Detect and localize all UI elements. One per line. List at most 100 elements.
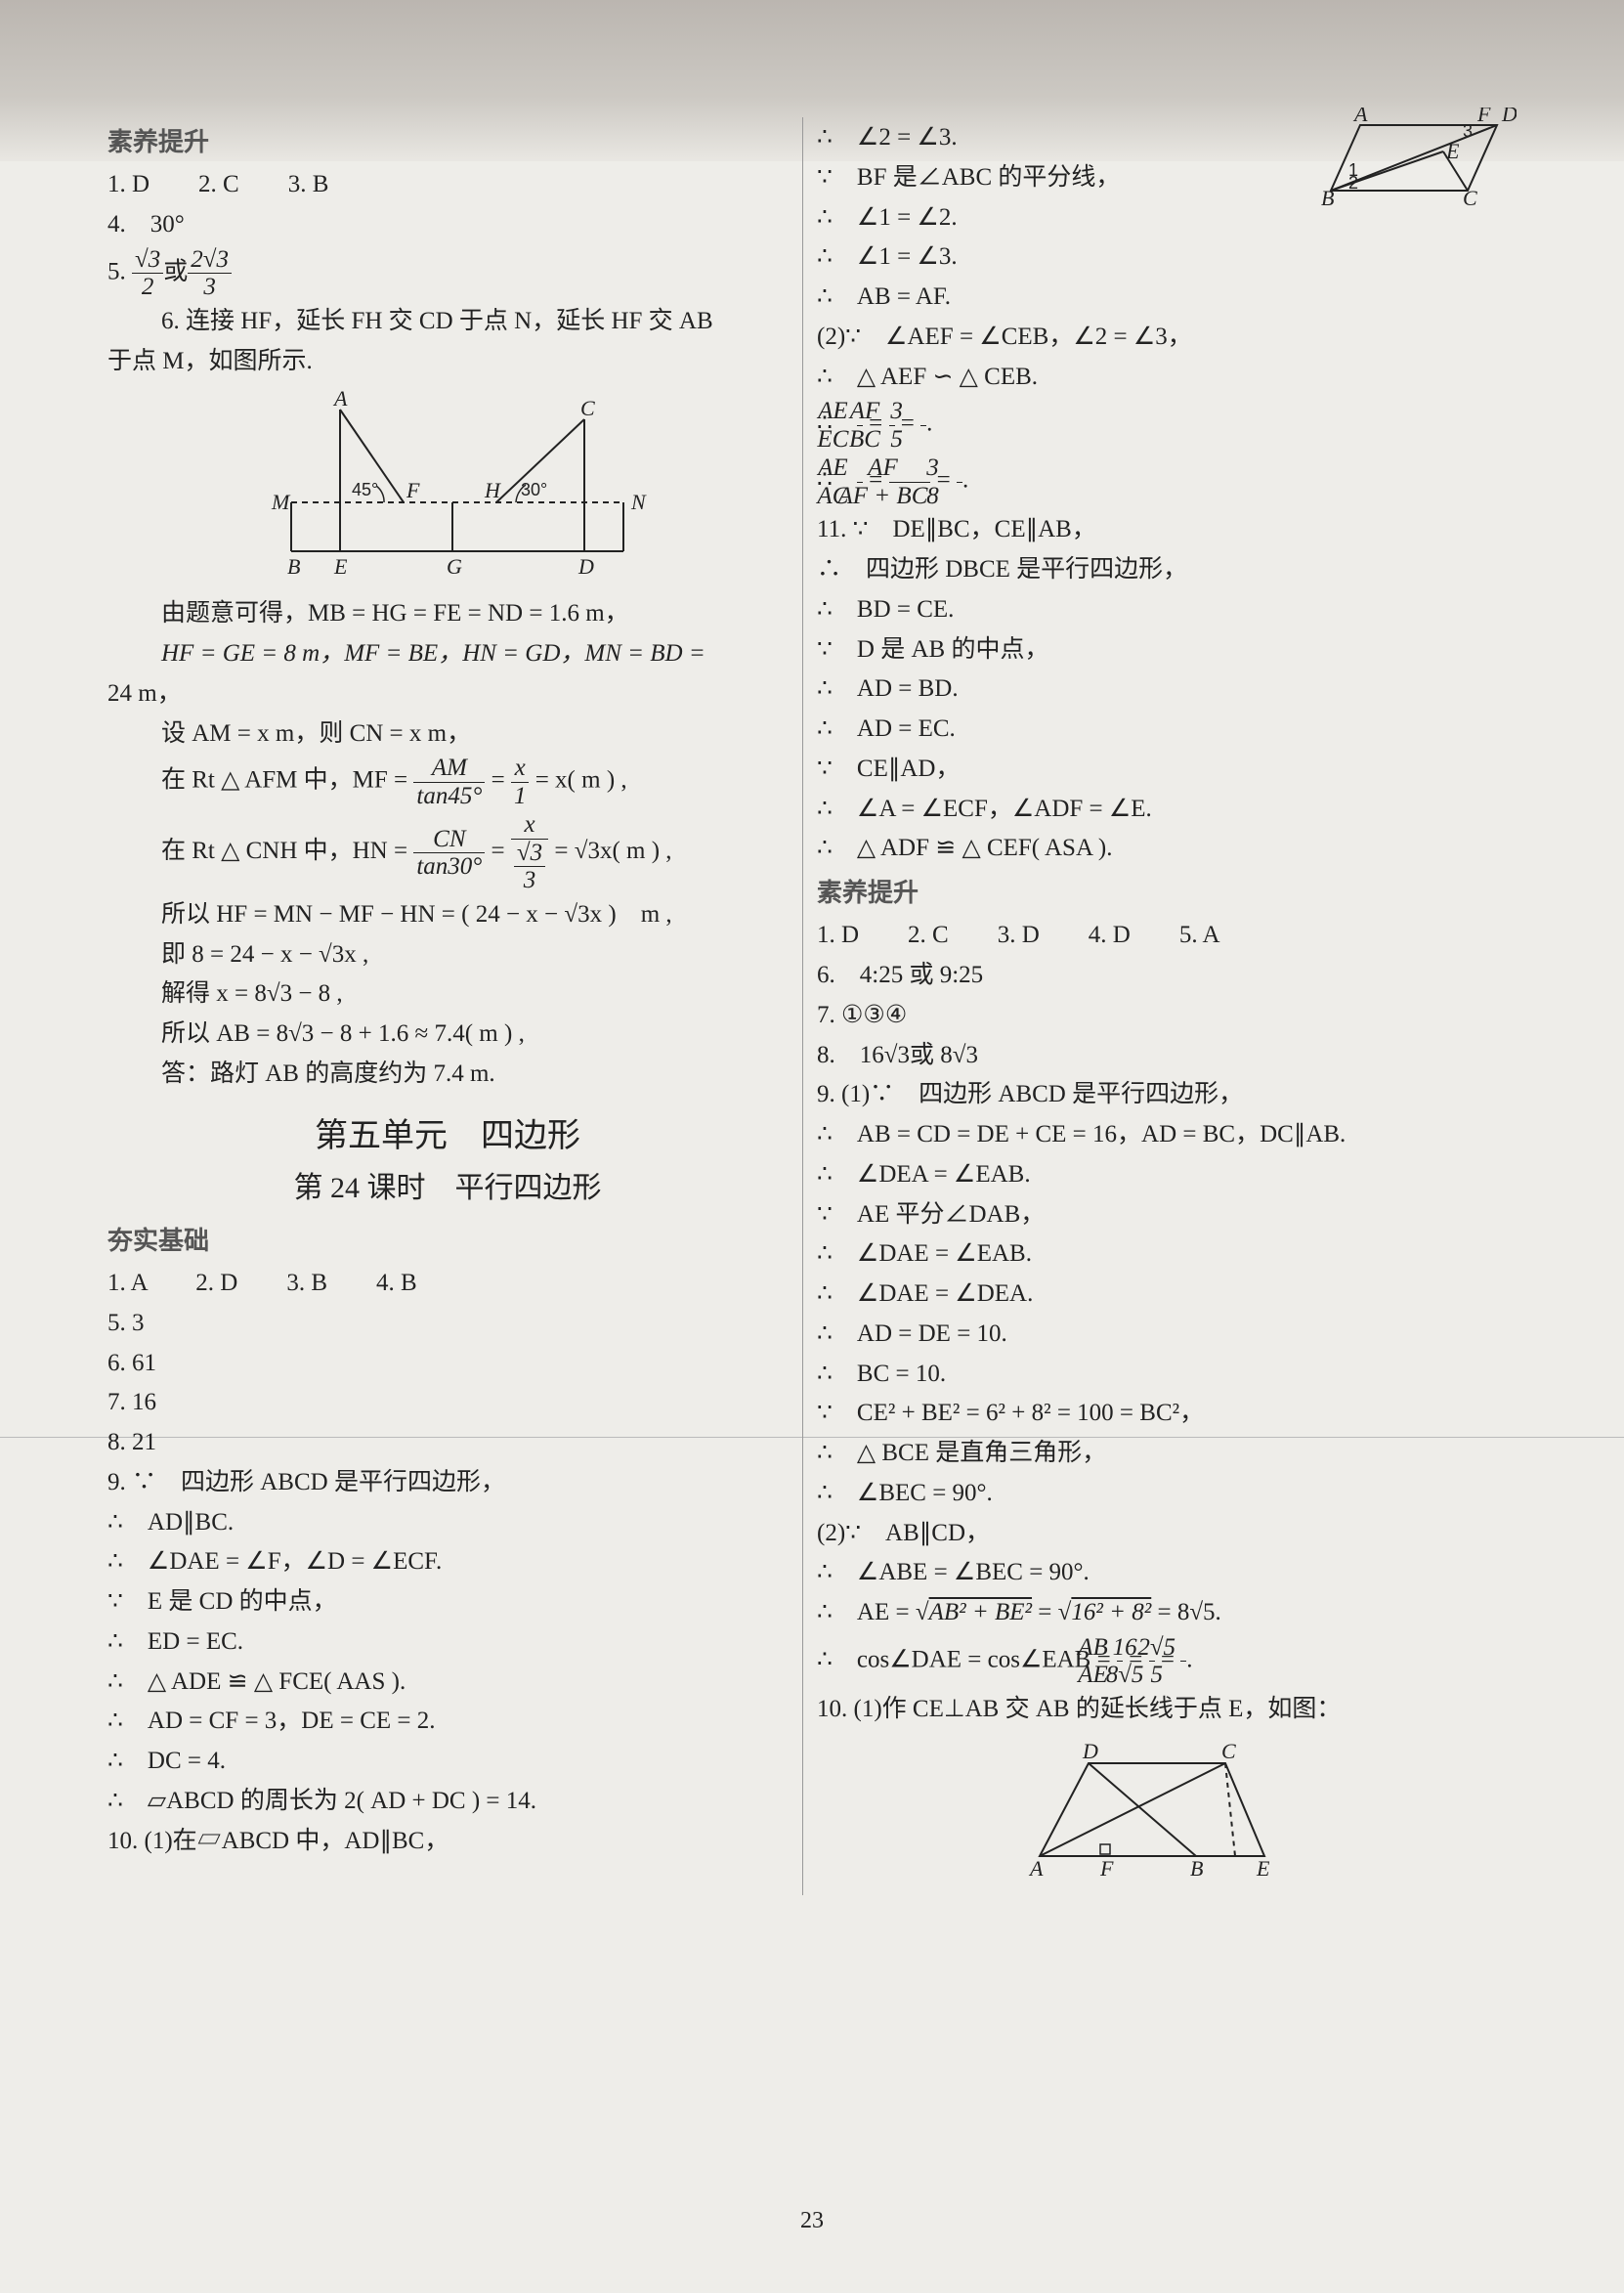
proof-line: ∵ CE² + BE² = 6² + 8² = 100 = BC²，	[817, 1395, 1497, 1433]
proof-line: ∴ AE = √AB² + BE² = √16² + 8² = 8√5.	[817, 1594, 1497, 1632]
answer-line: 8. 16√3或 8√3	[817, 1037, 1497, 1075]
solution-line: 由题意可得，MB = HG = FE = ND = 1.6 m，	[107, 595, 788, 633]
label: =	[485, 838, 511, 864]
proof-line: 10. (1)作 CE⊥AB 交 AB 的延长线于点 E，如图：	[817, 1691, 1497, 1729]
frac-num: AM	[413, 755, 485, 783]
figure-angle-label: 2	[1348, 173, 1358, 193]
figure-label: A	[1028, 1856, 1044, 1881]
label: = x( m ) ,	[529, 767, 626, 794]
proof-line: ∴ ∠DEA = ∠EAB.	[817, 1156, 1497, 1194]
answer-line: 7. 16	[107, 1384, 788, 1422]
figure-label: F	[1099, 1856, 1114, 1881]
proof-line: ∴ AD = CF = 3，DE = CE = 2.	[107, 1703, 788, 1741]
solution-line: 答：路灯 AB 的高度约为 7.4 m.	[107, 1056, 788, 1094]
figure-label: F	[406, 478, 420, 502]
label: .	[926, 411, 932, 437]
frac-num: √3	[514, 840, 545, 868]
label: 在 Rt △ AFM 中，MF =	[161, 767, 413, 794]
answer-line: 1. D 2. C 3. D 4. D 5. A	[817, 917, 1497, 955]
proof-line: ∴ AB = CD = DE + CE = 16，AD = BC，DC∥AB.	[817, 1116, 1497, 1154]
label: = √3x( m ) ,	[548, 838, 671, 864]
solution-line: 在 Rt △ CNH 中，HN = CNtan30° = x√33 = √3x(…	[107, 811, 788, 894]
proof-line: 10. (1)在▱ABCD 中，AD∥BC，	[107, 1823, 788, 1861]
solution-line: 设 AM = x m，则 CN = x m，	[107, 715, 788, 754]
figure-label: M	[271, 490, 291, 514]
figure-label: E	[1256, 1856, 1270, 1881]
label: 5.	[107, 259, 132, 285]
frac-den: 2	[132, 274, 163, 301]
frac-num: x	[511, 811, 548, 840]
column-divider	[802, 117, 803, 1895]
proof-line: ∵ D 是 AB 的中点，	[817, 631, 1497, 670]
left-column: 素养提升 1. D 2. C 3. B 4. 30° 5. √32或2√33 6…	[107, 117, 788, 1895]
solution-line: 6. 连接 HF，延长 FH 交 CD 于点 N，延长 HF 交 AB	[107, 303, 788, 341]
figure-label: C	[1221, 1739, 1236, 1763]
answer-line: 4. 30°	[107, 206, 788, 244]
frac-den: 3	[188, 274, 232, 301]
section-heading: 夯实基础	[107, 1222, 788, 1261]
answer-line: 1. A 2. D 3. B 4. B	[107, 1265, 788, 1303]
proof-line: (2)∵ ∠AEF = ∠CEB，∠2 = ∠3，	[817, 319, 1497, 357]
proof-line: ∴ AD = BD.	[817, 671, 1497, 709]
figure-label: B	[1190, 1856, 1203, 1881]
proof-line: ∴ BC = 10.	[817, 1356, 1497, 1394]
proof-line: ∴ △ AEF ∽ △ CEB.	[817, 359, 1497, 397]
label: ∴ AE =	[817, 1599, 916, 1625]
right-column: A F D B C E 1 2 3 ∴ ∠2 = ∠3. ∵ BF 是∠ABC …	[817, 117, 1497, 1895]
label: .	[962, 467, 968, 494]
figure-label: B	[287, 554, 300, 579]
answer-line: 6. 61	[107, 1345, 788, 1383]
unit-title: 第五单元 四边形	[107, 1111, 788, 1163]
proof-line: 9. (1)∵ 四边形 ABCD 是平行四边形，	[817, 1076, 1497, 1114]
proof-line: ∴ ∠1 = ∠3.	[817, 238, 1497, 277]
figure-angle-label: 30°	[521, 480, 547, 499]
label: 或	[163, 259, 188, 285]
geometry-figure-3: D C A F B E	[1010, 1739, 1303, 1885]
label: =	[485, 767, 511, 794]
figure-label: C	[1463, 186, 1477, 210]
proof-line: ∴ AD = DE = 10.	[817, 1316, 1497, 1354]
proof-line: ∴ AD = EC.	[817, 711, 1497, 749]
answer-line: 1. D 2. C 3. B	[107, 166, 788, 204]
frac-num: √3	[132, 246, 163, 275]
proof-line: ∴ AEAC = AFAF + BC = 38.	[817, 454, 1497, 509]
figure-label: D	[1501, 108, 1517, 126]
figure-angle-label: 45°	[352, 480, 378, 499]
solution-line: 在 Rt △ AFM 中，MF = AMtan45° = x1 = x( m )…	[107, 755, 788, 809]
proof-line: ∵ E 是 CD 的中点，	[107, 1583, 788, 1622]
proof-line: ∴ ED = EC.	[107, 1623, 788, 1662]
figure-angle-label: 3	[1463, 121, 1473, 141]
proof-line: ∴ ∠BEC = 90°.	[817, 1475, 1497, 1513]
math-text: HF = GE = 8 m，MF = BE，HN = GD，MN = BD =	[161, 640, 705, 667]
figure-label: H	[484, 478, 501, 502]
geometry-figure-1: A C M N B E G D F H 45° 30°	[233, 390, 662, 585]
proof-line: ∴ ▱ABCD 的周长为 2( AD + DC ) = 14.	[107, 1783, 788, 1821]
solution-line: 解得 x = 8√3 − 8 ,	[107, 975, 788, 1014]
answer-line: 5. √32或2√33	[107, 246, 788, 301]
proof-line: ∴ cos∠DAE = cos∠EAB = ABAE = 168√5 = 2√5…	[817, 1634, 1497, 1689]
solution-line: 24 m，	[107, 675, 788, 714]
solution-line: 即 8 = 24 − x − √3x ,	[107, 936, 788, 974]
proof-line: ∴ 四边形 DBCE 是平行四边形，	[817, 551, 1497, 589]
frac-den: √33	[511, 840, 548, 894]
proof-line: ∴ ∠DAE = ∠DEA.	[817, 1276, 1497, 1314]
label: ∴ cos∠DAE = cos∠EAB =	[817, 1647, 1117, 1673]
answer-line: 7. ①③④	[817, 997, 1497, 1035]
solution-line: 于点 M，如图所示.	[107, 343, 788, 381]
frac-den: tan30°	[413, 853, 485, 881]
proof-line: ∴ ∠DAE = ∠EAB.	[817, 1235, 1497, 1274]
figure-label: A	[1352, 108, 1368, 126]
figure-label: N	[630, 490, 647, 514]
frac-den: 1	[511, 783, 530, 810]
figure-label: B	[1321, 186, 1334, 210]
geometry-figure-2: A F D B C E 1 2 3	[1311, 108, 1517, 210]
proof-line: ∴ DC = 4.	[107, 1743, 788, 1781]
answer-line: 6. 4:25 或 9:25	[817, 957, 1497, 995]
label: 在 Rt △ CNH 中，HN =	[161, 838, 413, 864]
proof-line: ∴ AEEC = AFBC = 35.	[817, 398, 1497, 453]
figure-label: D	[577, 554, 594, 579]
figure-label: F	[1476, 108, 1491, 126]
figure-label: D	[1082, 1739, 1098, 1763]
proof-line: ∵ AE 平分∠DAB，	[817, 1196, 1497, 1234]
answer-line: 5. 3	[107, 1305, 788, 1343]
